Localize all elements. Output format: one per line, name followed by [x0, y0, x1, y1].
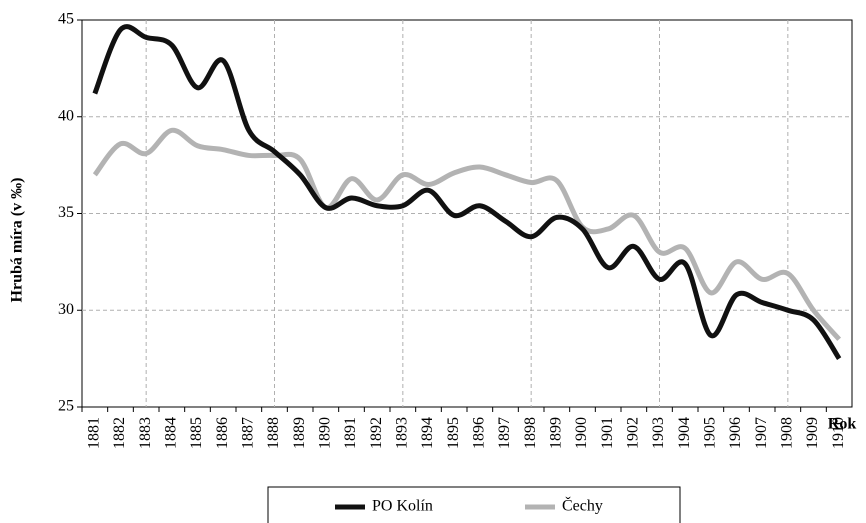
series-line: [92, 24, 842, 361]
x-tick-label: 1901: [599, 417, 616, 449]
x-tick-label: 1885: [188, 417, 205, 449]
x-tick-label: 1898: [522, 417, 539, 449]
x-tick-label: 1903: [650, 417, 667, 449]
y-tick-label: 40: [58, 107, 74, 124]
x-tick-label: 1899: [548, 417, 565, 449]
legend-box: [267, 486, 681, 523]
x-tick-label: 1887: [240, 417, 257, 449]
x-tick-label: 1881: [86, 417, 103, 449]
y-tick-label: 35: [58, 204, 74, 221]
x-tick-label: 1908: [779, 417, 796, 449]
y-tick-label: 25: [58, 398, 74, 415]
y-tick-label: 30: [58, 301, 74, 318]
x-tick-label: 1888: [265, 417, 282, 449]
x-tick-label: 1894: [419, 417, 436, 449]
x-tick-label: 1884: [163, 417, 180, 449]
x-tick-label: 1893: [394, 417, 411, 449]
y-axis-label: Hrubá míra (v ‰): [9, 178, 26, 303]
x-axis-label: Rok: [828, 416, 857, 433]
x-tick-label: 1907: [753, 417, 770, 449]
x-tick-label: 1910: [830, 417, 847, 449]
legend-label: PO Kolín: [372, 498, 433, 515]
x-tick-label: 1886: [214, 417, 231, 449]
x-tick-label: 1904: [676, 417, 693, 449]
x-tick-label: 1909: [804, 417, 821, 449]
x-tick-label: 1900: [573, 417, 590, 449]
x-tick-label: 1889: [291, 417, 308, 449]
x-tick-label: 1897: [496, 417, 513, 449]
x-tick-label: 1895: [445, 417, 462, 449]
x-tick-label: 1890: [317, 417, 334, 449]
x-tick-label: 1883: [137, 417, 154, 449]
series-line: [92, 127, 842, 341]
x-tick-label: 1902: [625, 417, 642, 449]
x-tick-label: 1905: [702, 417, 719, 449]
x-tick-label: 1891: [342, 417, 359, 449]
x-tick-label: 1882: [111, 417, 128, 449]
y-tick-label: 45: [58, 11, 74, 28]
x-tick-label: 1892: [368, 417, 385, 449]
legend-label: Čechy: [562, 496, 603, 515]
x-tick-label: 1896: [471, 417, 488, 449]
x-tick-label: 1906: [727, 417, 744, 449]
